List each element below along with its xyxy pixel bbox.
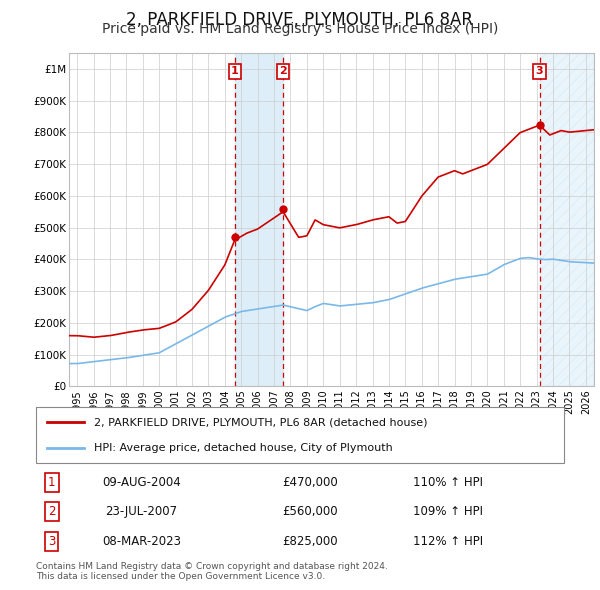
Text: 2, PARKFIELD DRIVE, PLYMOUTH, PL6 8AR: 2, PARKFIELD DRIVE, PLYMOUTH, PL6 8AR xyxy=(127,11,473,29)
Text: 2, PARKFIELD DRIVE, PLYMOUTH, PL6 8AR (detached house): 2, PARKFIELD DRIVE, PLYMOUTH, PL6 8AR (d… xyxy=(94,417,428,427)
Text: 3: 3 xyxy=(536,67,544,77)
Text: 2: 2 xyxy=(48,505,56,519)
Text: 1: 1 xyxy=(231,67,239,77)
Text: £825,000: £825,000 xyxy=(283,535,338,548)
Text: £560,000: £560,000 xyxy=(283,505,338,519)
Text: 2: 2 xyxy=(279,67,287,77)
Text: 08-MAR-2023: 08-MAR-2023 xyxy=(102,535,181,548)
Bar xyxy=(235,53,283,386)
Text: Price paid vs. HM Land Registry's House Price Index (HPI): Price paid vs. HM Land Registry's House … xyxy=(102,22,498,37)
Text: 3: 3 xyxy=(48,535,56,548)
Text: 1: 1 xyxy=(48,476,56,489)
Text: HPI: Average price, detached house, City of Plymouth: HPI: Average price, detached house, City… xyxy=(94,443,393,453)
Text: 112% ↑ HPI: 112% ↑ HPI xyxy=(413,535,483,548)
Text: 09-AUG-2004: 09-AUG-2004 xyxy=(102,476,181,489)
Text: 109% ↑ HPI: 109% ↑ HPI xyxy=(413,505,483,519)
FancyBboxPatch shape xyxy=(36,407,564,463)
Bar xyxy=(539,53,594,386)
Text: £470,000: £470,000 xyxy=(283,476,338,489)
Text: Contains HM Land Registry data © Crown copyright and database right 2024.
This d: Contains HM Land Registry data © Crown c… xyxy=(36,562,388,581)
Text: 110% ↑ HPI: 110% ↑ HPI xyxy=(413,476,483,489)
Text: 23-JUL-2007: 23-JUL-2007 xyxy=(106,505,178,519)
